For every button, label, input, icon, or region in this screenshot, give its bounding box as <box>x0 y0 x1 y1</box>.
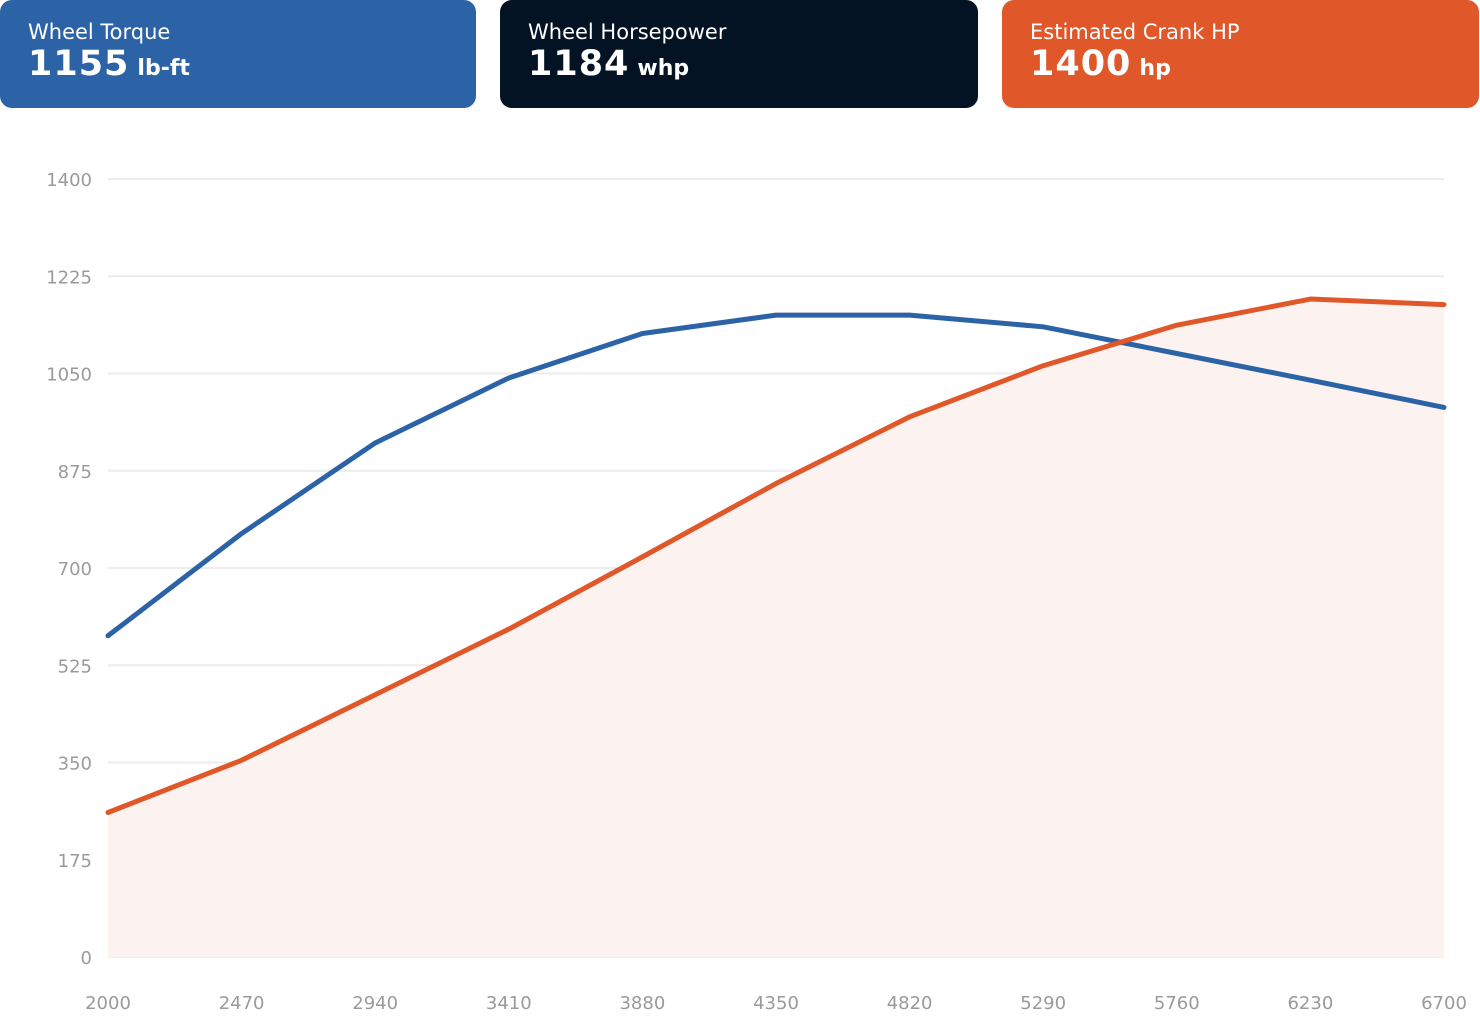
wheel-horsepower-value-row: 1184 whp <box>528 44 689 84</box>
wheel-torque-value: 1155 <box>28 44 130 84</box>
x-tick-label: 3410 <box>486 993 532 1014</box>
wheel-horsepower-card: Wheel Horsepower 1184 whp <box>500 0 978 108</box>
crank-hp-unit: hp <box>1139 56 1171 81</box>
crank-hp-title: Estimated Crank HP <box>1030 20 1240 44</box>
x-tick-label: 3880 <box>619 993 665 1014</box>
y-tick-label: 1050 <box>46 365 92 386</box>
y-tick-label: 1225 <box>46 267 92 288</box>
wheel-horsepower-value: 1184 <box>528 44 630 84</box>
crank-hp-value: 1400 <box>1030 44 1132 84</box>
y-tick-label: 175 <box>58 851 92 872</box>
x-tick-label: 6230 <box>1287 993 1333 1014</box>
crank-hp-card: Estimated Crank HP 1400 hp <box>1002 0 1479 108</box>
y-tick-label: 875 <box>58 462 92 483</box>
x-axis-ticks: 2000 2470 2940 3410 3880 4350 4820 5290 5760 6230… <box>85 993 1467 1014</box>
series-lines <box>105 296 1447 816</box>
wheel-horsepower-unit: whp <box>637 56 690 81</box>
wheel-horsepower-title: Wheel Horsepower <box>528 20 727 44</box>
y-tick-label: 350 <box>58 754 92 775</box>
y-tick-label: 1400 <box>46 170 92 191</box>
y-tick-label: 525 <box>58 656 92 677</box>
x-tick-label: 2000 <box>85 993 131 1014</box>
wheel-torque-value-row: 1155 lb-ft <box>28 44 190 84</box>
crank-hp-value-row: 1400 hp <box>1030 44 1171 84</box>
y-tick-label: 0 <box>81 948 92 969</box>
x-tick-label: 5760 <box>1154 993 1200 1014</box>
x-tick-label: 2470 <box>219 993 265 1014</box>
x-tick-label: 6700 <box>1421 993 1467 1014</box>
y-axis-ticks: 0 175 350 525 700 875 1050 1225 1400 <box>46 170 92 969</box>
wheel-torque-title: Wheel Torque <box>28 20 171 44</box>
wheel-torque-card: Wheel Torque 1155 lb-ft <box>0 0 476 108</box>
x-tick-label: 4820 <box>887 993 933 1014</box>
series-fills <box>108 299 1444 957</box>
y-tick-label: 700 <box>58 559 92 580</box>
wheel-torque-unit: lb-ft <box>137 56 190 81</box>
x-tick-label: 2940 <box>352 993 398 1014</box>
x-tick-label: 5290 <box>1020 993 1066 1014</box>
x-tick-label: 4350 <box>753 993 799 1014</box>
horsepower-area <box>108 299 1444 957</box>
